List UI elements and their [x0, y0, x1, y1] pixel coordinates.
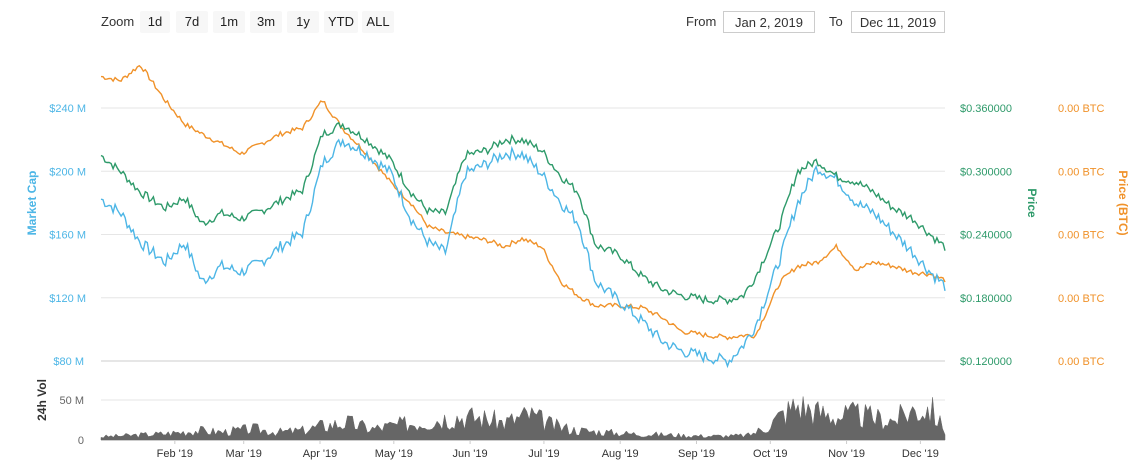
price-btc-axis-title: Price (BTC): [1116, 170, 1130, 235]
x-axis: Feb '19 Mar '19 Apr '19 May '19 Jun '19 Jul '…: [157, 440, 939, 460]
price-btc-tick-label: 0.00 BTC: [1058, 103, 1105, 115]
series-lines: [100, 64, 946, 369]
x-tick-label: Nov '19: [828, 448, 865, 460]
price-tick-label: $0.240000: [960, 230, 1012, 242]
volume-tick-label: $80 M: [53, 356, 84, 368]
x-tick-label: Sep '19: [678, 448, 715, 460]
zoom-label: Zoom: [101, 14, 135, 29]
market-cap-tick-label: $240 M: [49, 103, 86, 115]
to-date-input[interactable]: Dec 11, 2019: [851, 11, 945, 33]
market-cap-axis: $120 M $160 M $200 M $240 M: [49, 103, 86, 305]
zoom-ytd-button[interactable]: YTD: [324, 11, 358, 33]
chart-toolbar: Zoom 1d 7d 1m 3m 1y YTD ALL From Jan 2, …: [0, 0, 1139, 44]
volume-axis: 0 50 M $80 M: [53, 356, 84, 447]
price-axis: $0.120000 $0.180000 $0.240000 $0.300000 $0.3…: [960, 103, 1012, 368]
market-cap-tick-label: $200 M: [49, 166, 86, 178]
price-line: [100, 121, 946, 306]
zoom-1m-button[interactable]: 1m: [213, 11, 245, 33]
x-tick-label: Mar '19: [226, 448, 262, 460]
x-tick-label: May '19: [375, 448, 413, 460]
price-btc-tick-label: 0.00 BTC: [1058, 293, 1105, 305]
zoom-all-button[interactable]: ALL: [362, 11, 394, 33]
price-btc-line: [100, 64, 946, 341]
from-label: From: [686, 14, 717, 29]
x-tick-label: Oct '19: [753, 448, 788, 460]
volume-area: [100, 396, 946, 441]
market-cap-tick-label: $160 M: [49, 230, 86, 242]
x-tick-label: Jun '19: [453, 448, 488, 460]
to-label: To: [829, 14, 843, 29]
x-tick-label: Aug '19: [602, 448, 639, 460]
zoom-1y-button[interactable]: 1y: [287, 11, 319, 33]
price-tick-label: $0.180000: [960, 293, 1012, 305]
price-btc-tick-label: 0.00 BTC: [1058, 166, 1105, 178]
volume-tick-label: 0: [78, 435, 84, 447]
volume-axis-title: 24h Vol: [35, 379, 49, 421]
x-tick-label: Dec '19: [902, 448, 939, 460]
price-tick-label: $0.120000: [960, 356, 1012, 368]
price-tick-label: $0.300000: [960, 166, 1012, 178]
volume-tick-label: 50 M: [60, 395, 84, 407]
market-cap-axis-title: Market Cap: [25, 171, 39, 236]
price-axis-title: Price: [1025, 188, 1039, 218]
zoom-3m-button[interactable]: 3m: [250, 11, 282, 33]
market-cap-tick-label: $120 M: [49, 293, 86, 305]
market-cap-line: [100, 138, 946, 369]
volume-panel: [100, 396, 946, 441]
x-tick-label: Apr '19: [303, 448, 338, 460]
price-tick-label: $0.360000: [960, 103, 1012, 115]
x-tick-label: Jul '19: [528, 448, 559, 460]
price-btc-axis: 0.00 BTC 0.00 BTC 0.00 BTC 0.00 BTC 0.00 BTC: [1058, 103, 1105, 368]
zoom-7d-button[interactable]: 7d: [176, 11, 208, 33]
price-btc-tick-label: 0.00 BTC: [1058, 356, 1105, 368]
from-date-input[interactable]: Jan 2, 2019: [723, 11, 815, 33]
zoom-1d-button[interactable]: 1d: [140, 11, 170, 33]
x-tick-label: Feb '19: [157, 448, 193, 460]
price-btc-tick-label: 0.00 BTC: [1058, 230, 1105, 242]
